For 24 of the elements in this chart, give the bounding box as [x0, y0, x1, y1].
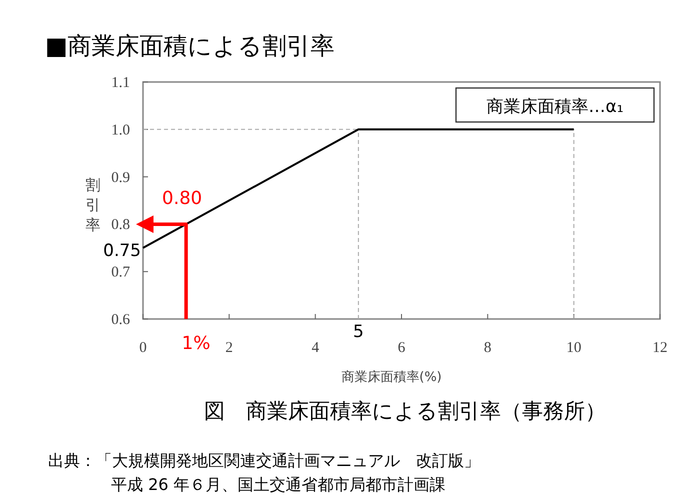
x-axis-title: 商業床面積率(%) [341, 369, 442, 385]
x-tick-label: 10 [566, 340, 582, 356]
x-tick-label: 8 [484, 340, 492, 356]
x-tick-label: 0 [139, 340, 147, 356]
y-tick-label: 1.1 [111, 75, 130, 91]
y-axis-title: 割引率 [86, 176, 100, 234]
text: 図 商業床面積率による割引率（事務所） [204, 399, 606, 423]
x-tick-label: 2 [225, 340, 233, 356]
x-tick-label: 6 [398, 340, 406, 356]
annotation: 商業床面積率…α₁ [486, 97, 624, 117]
annotation: 5 [353, 322, 364, 342]
annotation: 1% [182, 333, 210, 354]
chart-title: ■商業床面積による割引率 [45, 32, 335, 60]
annotation: 0.80 [162, 188, 202, 210]
x-tick-label: 12 [652, 340, 668, 356]
x-tick-label: 4 [312, 340, 320, 356]
annotation: 0.75 [103, 240, 141, 261]
text: 平成 26 年６月、国土交通省都市局都市計画課 [111, 475, 446, 494]
y-tick-label: 0.7 [111, 264, 130, 281]
y-tick-label: 0.9 [111, 170, 130, 186]
y-tick-label: 1.0 [111, 122, 130, 138]
y-tick-label: 0.8 [111, 217, 130, 234]
y-tick-label: 0.6 [111, 312, 130, 328]
source-note: 出典：「大規模開発地区関連交通計画マニュアル 改訂版」 [48, 451, 480, 470]
